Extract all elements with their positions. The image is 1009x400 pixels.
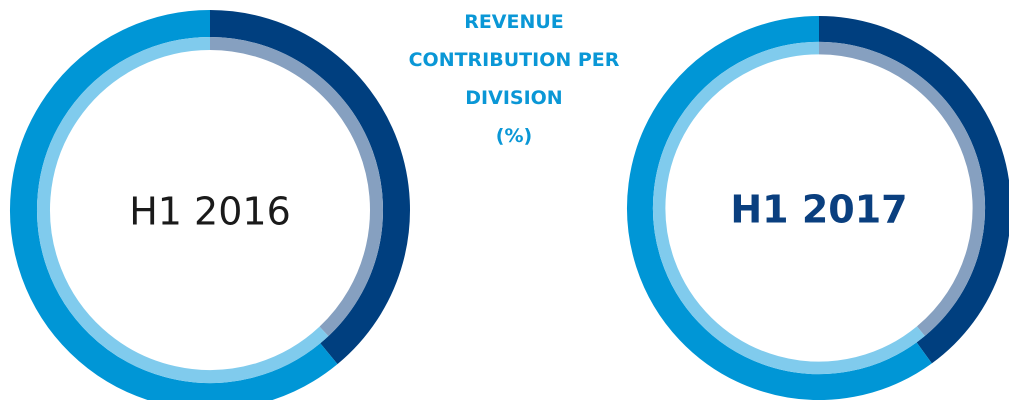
donut-segment [10, 10, 338, 400]
donut-segment [209, 10, 410, 365]
chart-title: CONTRIBUTION PER [409, 49, 620, 71]
donut-segment [627, 16, 932, 400]
donut-segment [818, 16, 1009, 364]
chart-title: DIVISION [465, 87, 562, 109]
center-label: H1 2016 [129, 190, 291, 234]
chart-title: REVENUE [464, 11, 564, 33]
donut-segment [652, 41, 925, 375]
chart-title: (%) [496, 125, 532, 147]
center-label: H1 2017 [730, 188, 907, 232]
donut-segment [37, 37, 329, 383]
donut-segment [818, 41, 986, 336]
donut-segment [209, 37, 383, 337]
